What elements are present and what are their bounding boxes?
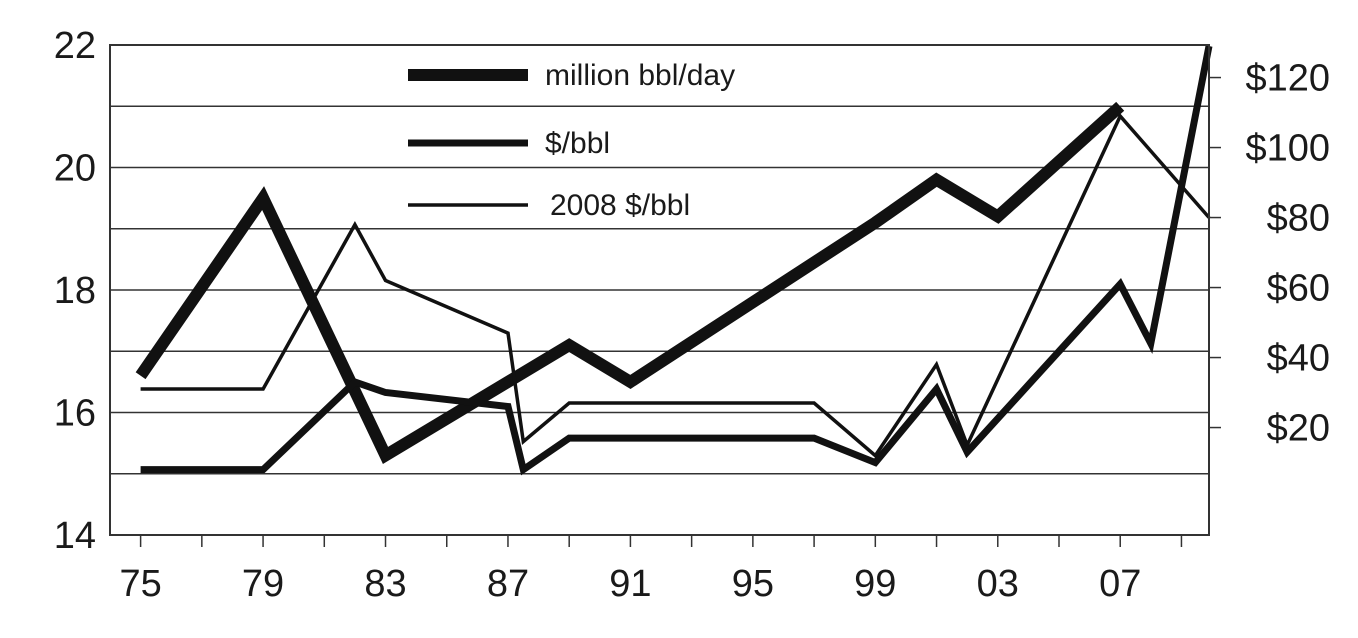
right-y-tick-label: $120 bbox=[1245, 58, 1330, 100]
series-lines bbox=[135, 45, 1213, 476]
x-tick-label: 83 bbox=[364, 563, 406, 605]
x-tick-label: 75 bbox=[119, 563, 161, 605]
x-tick-label: 91 bbox=[609, 563, 651, 605]
x-tick-label: 99 bbox=[854, 563, 896, 605]
x-tick-label: 07 bbox=[1099, 563, 1141, 605]
right-y-tick-label: $80 bbox=[1267, 198, 1330, 240]
series-line-0 bbox=[135, 101, 1125, 464]
right-y-tick-label: $60 bbox=[1267, 268, 1330, 310]
right-y-tick-label: $20 bbox=[1267, 408, 1330, 450]
legend-label: million bbl/day bbox=[545, 59, 735, 92]
x-tick-label: 95 bbox=[732, 563, 774, 605]
legend: million bbl/day $/bbl 2008 $/bbl bbox=[408, 59, 735, 222]
left-y-tick-label: 22 bbox=[54, 25, 96, 67]
legend-label: 2008 $/bbl bbox=[550, 189, 690, 222]
legend-label: $/bbl bbox=[545, 127, 610, 160]
right-y-tick-label: $40 bbox=[1267, 338, 1330, 380]
left-y-tick-label: 18 bbox=[54, 270, 96, 312]
series-line-1 bbox=[140, 45, 1213, 476]
x-tick-label: 79 bbox=[242, 563, 284, 605]
x-tick-label: 87 bbox=[487, 563, 529, 605]
left-y-tick-label: 20 bbox=[54, 148, 96, 190]
plot-frame bbox=[109, 44, 1210, 536]
series-line-2 bbox=[140, 112, 1211, 459]
left-y-tick-label: 16 bbox=[54, 393, 96, 435]
gridlines bbox=[110, 105, 1209, 475]
left-y-tick-label: 14 bbox=[54, 515, 96, 557]
x-tick-label: 03 bbox=[977, 563, 1019, 605]
axes: 75 79 83 87 91 95 99 03 07 14 16 18 20 22 $20 $40 $60 $80… bbox=[54, 25, 1330, 605]
right-y-tick-label: $100 bbox=[1245, 128, 1330, 170]
